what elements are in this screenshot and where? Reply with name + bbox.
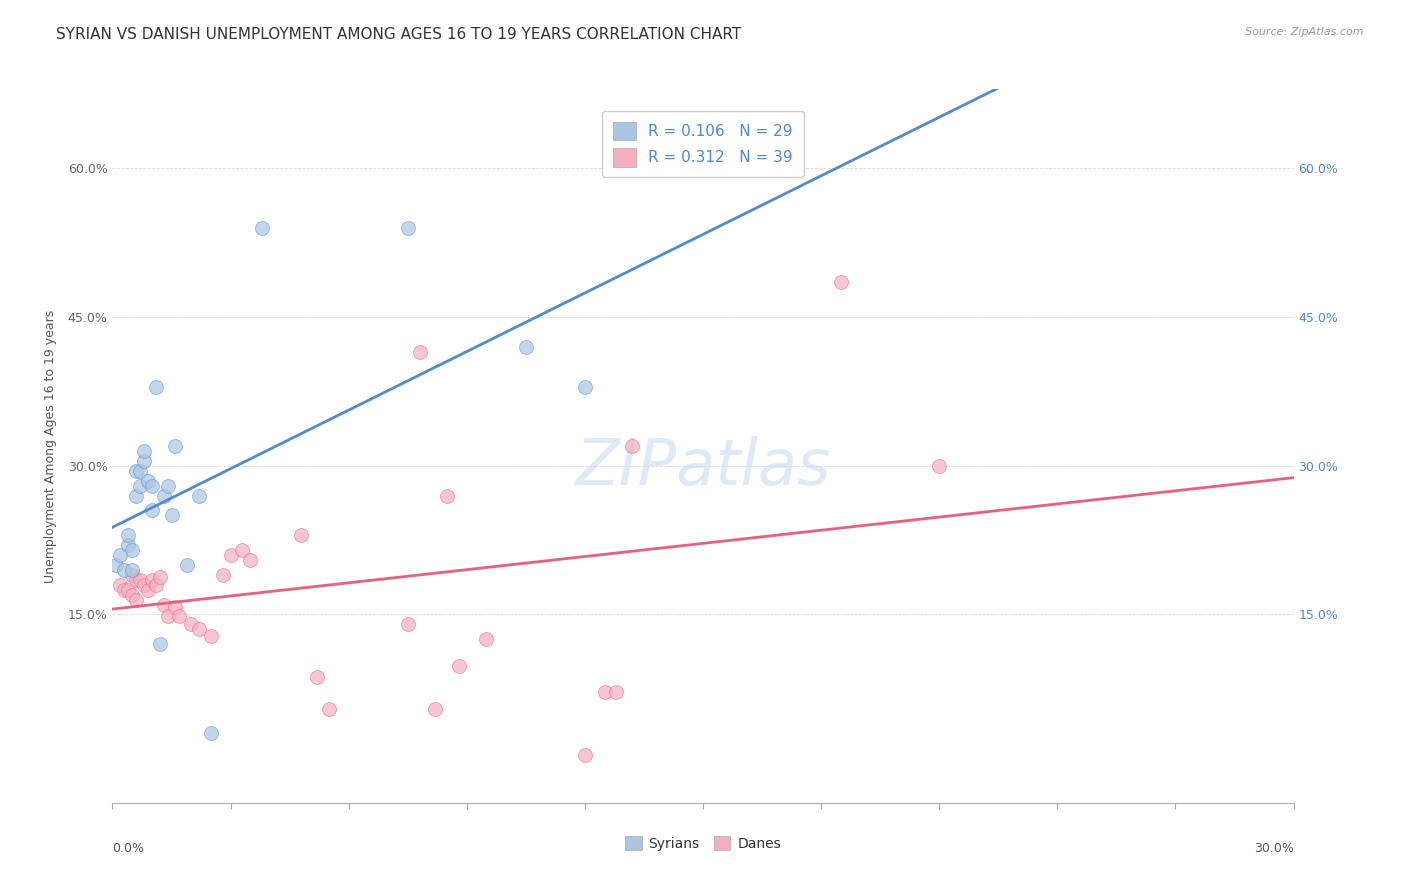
Text: ZIPatlas: ZIPatlas <box>575 436 831 499</box>
Point <box>129 464 152 478</box>
Point <box>110 578 132 592</box>
Point <box>160 508 183 523</box>
Point <box>290 528 312 542</box>
Point <box>211 567 233 582</box>
Point <box>129 573 152 587</box>
Text: 0.0%: 0.0% <box>112 842 145 855</box>
Point <box>152 489 174 503</box>
Point <box>132 454 155 468</box>
Point <box>515 340 537 354</box>
Point <box>117 528 139 542</box>
Point <box>475 632 498 647</box>
Point <box>152 598 174 612</box>
Point <box>125 573 148 587</box>
Point <box>408 344 430 359</box>
Point <box>125 489 148 503</box>
Point <box>219 548 242 562</box>
Point <box>605 685 627 699</box>
Point <box>318 701 340 715</box>
Point <box>105 558 128 572</box>
Text: Source: ZipAtlas.com: Source: ZipAtlas.com <box>1246 27 1364 37</box>
Text: SYRIAN VS DANISH UNEMPLOYMENT AMONG AGES 16 TO 19 YEARS CORRELATION CHART: SYRIAN VS DANISH UNEMPLOYMENT AMONG AGES… <box>56 27 741 42</box>
Point <box>149 637 172 651</box>
Point <box>141 478 163 492</box>
Point <box>132 444 155 458</box>
Point <box>180 617 202 632</box>
Point <box>169 609 191 624</box>
Point <box>149 570 172 584</box>
Point <box>141 573 163 587</box>
Point <box>145 379 167 393</box>
Point <box>188 489 211 503</box>
Point <box>121 563 143 577</box>
Y-axis label: Unemployment Among Ages 16 to 19 years: Unemployment Among Ages 16 to 19 years <box>44 310 56 582</box>
Point <box>176 558 198 572</box>
Point <box>200 726 222 740</box>
Legend: Syrians, Danes: Syrians, Danes <box>620 830 786 856</box>
Point <box>125 464 148 478</box>
Point <box>165 439 187 453</box>
Point <box>239 553 262 567</box>
Point <box>593 685 616 699</box>
Point <box>121 567 143 582</box>
Point <box>110 548 132 562</box>
Point <box>129 478 152 492</box>
Point <box>117 538 139 552</box>
Point <box>307 670 329 684</box>
Point <box>112 563 135 577</box>
Point <box>425 701 447 715</box>
Point <box>156 609 179 624</box>
Point <box>574 748 596 763</box>
Point <box>447 659 470 673</box>
Point <box>188 623 211 637</box>
Point <box>231 543 253 558</box>
Point <box>136 582 159 597</box>
Text: 30.0%: 30.0% <box>1254 842 1294 855</box>
Point <box>574 379 596 393</box>
Point <box>121 588 143 602</box>
Point <box>121 543 143 558</box>
Point <box>250 221 273 235</box>
Point <box>136 474 159 488</box>
Point <box>125 592 148 607</box>
Point <box>396 617 419 632</box>
Point <box>621 439 644 453</box>
Point <box>145 578 167 592</box>
Point <box>436 489 458 503</box>
Point <box>112 582 135 597</box>
Point <box>928 458 950 473</box>
Point <box>396 221 419 235</box>
Point <box>141 503 163 517</box>
Point <box>117 582 139 597</box>
Point <box>165 599 187 614</box>
Point <box>156 478 179 492</box>
Point <box>200 629 222 643</box>
Point <box>830 276 852 290</box>
Point <box>132 578 155 592</box>
